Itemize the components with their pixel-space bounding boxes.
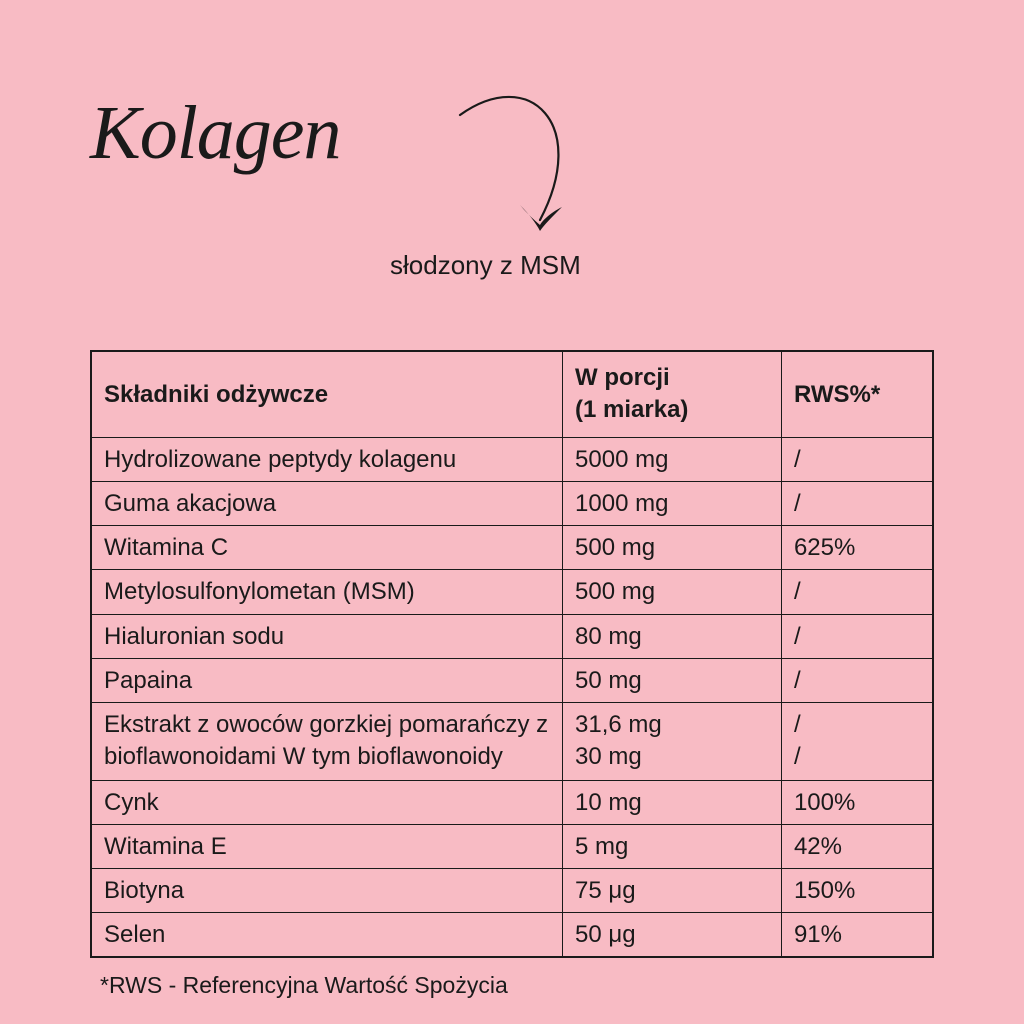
col-header-name: Składniki odżywcze: [91, 351, 563, 437]
cell-portion: 50 mg: [563, 658, 782, 702]
table-row: Cynk 10 mg 100%: [91, 780, 933, 824]
cell-portion: 500 mg: [563, 570, 782, 614]
arrow-icon: [440, 75, 620, 260]
table-row: Guma akacjowa 1000 mg /: [91, 481, 933, 525]
cell-name: Guma akacjowa: [91, 481, 563, 525]
cell-portion: 10 mg: [563, 780, 782, 824]
cell-name: Hydrolizowane peptydy kolagenu: [91, 437, 563, 481]
table-row: Hialuronian sodu 80 mg /: [91, 614, 933, 658]
col-header-portion: W porcji (1 miarka): [563, 351, 782, 437]
table-row: Ekstrakt z owoców gorzkiej pomarańczy z …: [91, 702, 933, 780]
table-row: Witamina C 500 mg 625%: [91, 526, 933, 570]
cell-rws: /: [781, 614, 933, 658]
cell-name: Biotyna: [91, 869, 563, 913]
cell-portion: 5000 mg: [563, 437, 782, 481]
table-row: Witamina E 5 mg 42%: [91, 824, 933, 868]
nutrition-table: Składniki odżywcze W porcji (1 miarka) R…: [90, 350, 934, 958]
cell-portion: 500 mg: [563, 526, 782, 570]
cell-rws: 625%: [781, 526, 933, 570]
col-header-rws: RWS%*: [781, 351, 933, 437]
cell-rws: /: [781, 481, 933, 525]
cell-rws: /: [781, 570, 933, 614]
cell-name: Hialuronian sodu: [91, 614, 563, 658]
cell-name: Ekstrakt z owoców gorzkiej pomarańczy z …: [91, 702, 563, 780]
cell-portion: 5 mg: [563, 824, 782, 868]
footnote: *RWS - Referencyjna Wartość Spożycia: [90, 972, 934, 999]
cell-rws: 91%: [781, 913, 933, 958]
cell-portion: 50 μg: [563, 913, 782, 958]
table-header-row: Składniki odżywcze W porcji (1 miarka) R…: [91, 351, 933, 437]
cell-portion: 80 mg: [563, 614, 782, 658]
cell-portion: 75 μg: [563, 869, 782, 913]
table-row: Metylosulfonylometan (MSM) 500 mg /: [91, 570, 933, 614]
table-row: Papaina 50 mg /: [91, 658, 933, 702]
header: Kolagen słodzony z MSM: [90, 90, 934, 320]
table-row: Selen 50 μg 91%: [91, 913, 933, 958]
cell-rws: 150%: [781, 869, 933, 913]
cell-rws: 100%: [781, 780, 933, 824]
table-row: Hydrolizowane peptydy kolagenu 5000 mg /: [91, 437, 933, 481]
cell-rws: / /: [781, 702, 933, 780]
cell-name: Witamina E: [91, 824, 563, 868]
cell-name: Witamina C: [91, 526, 563, 570]
cell-portion: 31,6 mg 30 mg: [563, 702, 782, 780]
subtitle: słodzony z MSM: [390, 250, 581, 281]
cell-name: Selen: [91, 913, 563, 958]
cell-rws: 42%: [781, 824, 933, 868]
cell-name: Metylosulfonylometan (MSM): [91, 570, 563, 614]
cell-rws: /: [781, 658, 933, 702]
cell-rws: /: [781, 437, 933, 481]
table-row: Biotyna 75 μg 150%: [91, 869, 933, 913]
cell-name: Papaina: [91, 658, 563, 702]
cell-portion: 1000 mg: [563, 481, 782, 525]
cell-name: Cynk: [91, 780, 563, 824]
